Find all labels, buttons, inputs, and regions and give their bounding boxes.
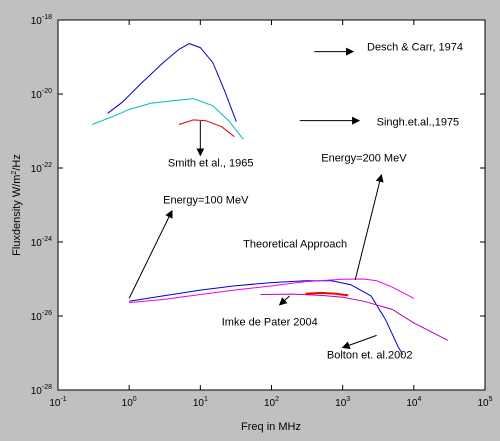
y-tick-label: 10-22 bbox=[31, 162, 52, 175]
y-tick-label: 10-24 bbox=[31, 236, 52, 249]
x-tick-label-exp: 1 bbox=[204, 396, 208, 403]
y-tick-label-exp: -26 bbox=[42, 310, 52, 317]
plot-area bbox=[58, 20, 485, 390]
annotation-arrow bbox=[278, 295, 291, 306]
y-tick-label-exp: -18 bbox=[42, 14, 52, 21]
series-line-depater bbox=[260, 293, 449, 341]
x-tick-label-exp: 3 bbox=[346, 396, 350, 403]
series-line-smith bbox=[178, 119, 235, 138]
annotation-arrow bbox=[128, 209, 173, 299]
x-tick-label-exp: 0 bbox=[133, 396, 137, 403]
x-tick-label: 100 bbox=[122, 396, 137, 409]
y-axis-label-tail: /Hz bbox=[11, 154, 23, 171]
y-tick-label-base: 10 bbox=[31, 164, 43, 175]
y-tick-label-base: 10 bbox=[31, 386, 43, 397]
x-tick-label: 102 bbox=[264, 396, 279, 409]
y-tick-label-base: 10 bbox=[31, 312, 43, 323]
annotation-arrow bbox=[354, 173, 384, 280]
x-tick-label-base: 10 bbox=[406, 398, 418, 409]
annotation-label: Theoretical Approach bbox=[243, 239, 347, 251]
y-tick-label-base: 10 bbox=[31, 238, 43, 249]
annotation-label: Smith et al., 1965 bbox=[168, 157, 254, 169]
y-axis-label-main: Fluxdensity W/m bbox=[11, 175, 23, 256]
series-layer bbox=[91, 43, 449, 355]
x-tick-label: 103 bbox=[335, 396, 350, 409]
x-tick-label-base: 10 bbox=[49, 398, 61, 409]
series-line-singh bbox=[91, 98, 244, 140]
x-tick-label-base: 10 bbox=[193, 398, 205, 409]
y-axis-label: Fluxdensity W/m2/Hz bbox=[11, 154, 23, 256]
x-tick-label-exp: 4 bbox=[417, 396, 421, 403]
annotation-label: Energy=100 MeV bbox=[163, 194, 249, 206]
annotation-label: Singh.et.al.,1975 bbox=[377, 117, 460, 129]
y-tick-label-exp: -22 bbox=[42, 162, 52, 169]
annotation-label: Energy=200 MeV bbox=[321, 152, 407, 164]
x-tick-label-base: 10 bbox=[477, 398, 489, 409]
x-tick-label-base: 10 bbox=[122, 398, 134, 409]
series-line-desch bbox=[107, 43, 237, 122]
y-tick-label-exp: -28 bbox=[42, 384, 52, 391]
y-tick-label-exp: -24 bbox=[42, 236, 52, 243]
x-tick-label-base: 10 bbox=[264, 398, 276, 409]
annotation-label: Imke de Pater 2004 bbox=[222, 317, 318, 329]
y-tick-label: 10-26 bbox=[31, 310, 52, 323]
x-axis: 10-1 100 101 102 103 104 105 bbox=[49, 20, 493, 409]
x-tick-label-base: 10 bbox=[335, 398, 347, 409]
annotation-arrow bbox=[341, 334, 377, 349]
y-tick-label-exp: -20 bbox=[42, 88, 52, 95]
x-tick-label-exp: 5 bbox=[489, 396, 493, 403]
y-tick-label-base: 10 bbox=[31, 16, 43, 27]
x-tick-label: 101 bbox=[193, 396, 208, 409]
y-tick-label: 10-18 bbox=[31, 14, 52, 27]
x-tick-label: 104 bbox=[406, 396, 421, 409]
series-line-bolton bbox=[305, 291, 349, 297]
series-line-theory_200 bbox=[129, 278, 415, 304]
y-tick-label-base: 10 bbox=[31, 90, 43, 101]
annotation-label: Bolton et. al.2002 bbox=[327, 350, 413, 362]
y-axis-label-exp: 2 bbox=[11, 171, 18, 175]
annotation-label: Desch & Carr, 1974 bbox=[367, 41, 463, 53]
x-axis-label: Freq in MHz bbox=[241, 421, 301, 433]
y-tick-label: 10-28 bbox=[31, 384, 52, 397]
x-tick-label: 10-1 bbox=[49, 396, 66, 409]
x-tick-label-exp: -1 bbox=[60, 396, 66, 403]
y-tick-label: 10-20 bbox=[31, 88, 52, 101]
annotations: Desch & Carr, 1974 Singh.et.al.,1975 Smith… bbox=[128, 41, 463, 362]
x-tick-label: 105 bbox=[477, 396, 492, 409]
x-tick-label-exp: 2 bbox=[275, 396, 279, 403]
